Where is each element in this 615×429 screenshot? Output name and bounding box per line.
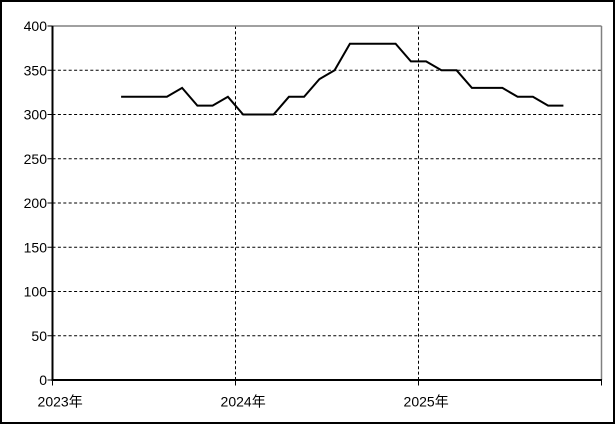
y-tick-label: 300 — [24, 107, 48, 123]
x-tick-label: 2024年 — [221, 394, 266, 410]
y-tick-label: 400 — [24, 18, 48, 34]
y-tick-label: 0 — [39, 372, 47, 388]
series-line — [121, 42, 564, 116]
y-tick-label: 150 — [24, 239, 48, 255]
y-tick-label: 250 — [24, 151, 48, 167]
y-tick-label: 50 — [31, 328, 47, 344]
y-tick-label: 100 — [24, 284, 48, 300]
y-tick-label: 200 — [24, 195, 48, 211]
x-tick-label: 2023年 — [38, 394, 83, 410]
x-tick-label: 2025年 — [404, 394, 449, 410]
y-tick-label: 350 — [24, 62, 48, 78]
